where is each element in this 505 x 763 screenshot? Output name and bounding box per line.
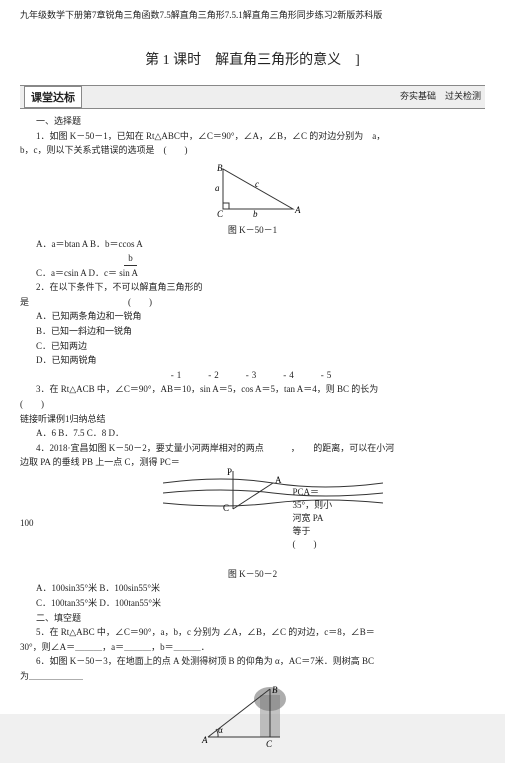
svg-text:b: b (253, 209, 258, 217)
q4-line-a: 4．2018·宜昌如图 K－50－2，要丈量小河两岸相对的两点 ， 的距离，可以… (36, 442, 485, 455)
q6-line-b: 为＿＿＿＿＿＿ (20, 670, 485, 683)
q2-option-b: B．已知一斜边和一锐角 (36, 325, 485, 338)
page-header: 九年级数学下册第7章锐角三角函数7.5解直角三角形7.5.1解直角三角形同步练习… (20, 8, 485, 21)
svg-text:C: C (217, 209, 224, 217)
q5-line-b: 30°，则∠A＝＿＿＿，a＝＿＿＿，b＝＿＿＿． (20, 641, 485, 654)
q3-line-b: ( ) (20, 398, 485, 411)
q2-option-d: D．已知两锐角 (36, 354, 485, 367)
svg-text:α: α (218, 725, 223, 735)
q4-line-b-text: 边取 PA 的垂线 PB 上一点 C，测得 PC＝ (20, 457, 180, 467)
svg-text:a: a (215, 183, 220, 193)
q2-option-a: A．已知两条角边和一锐角 (36, 310, 485, 323)
q2-option-c: C．已知两边 (36, 340, 485, 353)
q1-option-a: A．a＝btan A B．b＝ccos A (36, 238, 485, 251)
q5-line-a: 5．在 Rt△ABC 中，∠C＝90°，a，b，c 分别为 ∠A，∠B，∠C 的… (36, 626, 485, 639)
q1-line-b: b，c，则以下关系式错误的选项是 ( ) (20, 144, 485, 157)
q4-option-a: A．100sin35°米 B．100sin55°米 (36, 582, 485, 595)
section-1-title: 一、选择题 (36, 115, 485, 128)
svg-text:B: B (272, 685, 278, 695)
section-2-title: 二、填空题 (36, 612, 485, 625)
figure-3: A α C B (20, 685, 485, 763)
banner-left-label: 课堂达标 (24, 86, 82, 108)
angle-label: PCA＝35°，则小河宽 PA 等于 ( ) (293, 485, 333, 550)
svg-text:A: A (275, 475, 282, 485)
link-note: 链接听课例1归纳总结 (20, 413, 485, 426)
banner: 课堂达标 夯实基础 过关检测 (20, 85, 485, 109)
svg-text:A: A (201, 735, 208, 745)
svg-text:c: c (255, 179, 259, 189)
tree-angle-icon: A α C B (198, 685, 308, 761)
q6-line-a: 6．如图 K－50－3，在地面上的点 A 处测得树顶 B 的仰角为 α，AC＝7… (36, 655, 485, 668)
q1-option-c-text: C．a＝csin A D．c＝ sin A (36, 267, 485, 280)
svg-text:A: A (294, 205, 301, 215)
svg-text:C: C (223, 503, 229, 513)
lesson-title: 第 1 课时 解直角三角形的意义 ] (20, 49, 485, 69)
figure-2-caption: 图 K－50－2 (20, 567, 485, 580)
svg-text:B: B (217, 163, 223, 173)
svg-text:P: P (227, 467, 232, 477)
num-row: -1 -2 -3 -4 -5 (20, 369, 485, 382)
q3-line-a: 3．在 Rt△ACB 中，∠C＝90°，AB＝10，sin A＝5，cos A＝… (36, 383, 485, 396)
svg-text:C: C (266, 739, 273, 749)
figure-1: B a c b C A (20, 161, 485, 219)
figure-2: P C A PCA＝35°，则小河宽 PA 等于 ( ) (173, 471, 333, 515)
figure-1-caption: 图 K－50－1 (20, 223, 485, 236)
q1-line-a: 1．如图 K－50－1，已知在 Rt△ABC中，∠C＝90°，∠A，∠B，∠C … (36, 130, 485, 143)
river-sketch-icon: P C A (163, 465, 383, 513)
q2-line-b: 是 ( ) (20, 296, 485, 309)
q2-line-a: 2．在以下条件下，不可以解直角三角形的 (36, 281, 485, 294)
pc-value: 100 (20, 517, 485, 530)
q3-options: A．6 B．7.5 C．8 D． (36, 427, 485, 440)
triangle-icon: B a c b C A (203, 161, 303, 217)
banner-right-label: 夯实基础 过关检测 (400, 89, 481, 102)
q4-option-c: C．100tan35°米 D．100tan55°米 (36, 597, 485, 610)
